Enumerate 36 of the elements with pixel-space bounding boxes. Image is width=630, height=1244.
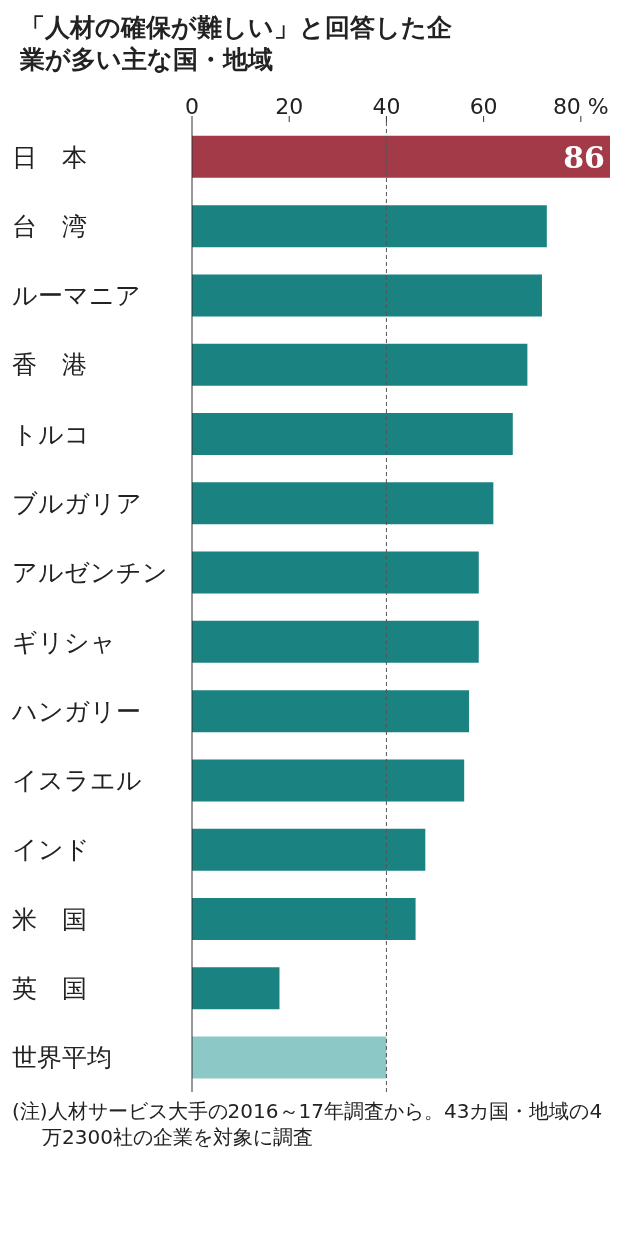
bar <box>192 343 528 386</box>
bar <box>192 967 280 1010</box>
text: (注)人材サービス大手の2016～17年調査から。43カ国・地域の4万2300社の企業を対象に調査 <box>11 1098 604 1150</box>
y-tick-label: 台 湾 <box>12 211 87 241</box>
bar <box>192 551 479 594</box>
y-tick-label: 英 国 <box>12 973 87 1003</box>
x-tick-label: 20 <box>275 94 304 119</box>
chart-title: 「人材の確保が難しい」と回答した企業が多い主な国・地域 <box>19 12 453 76</box>
x-tick-label: 0 <box>185 94 199 119</box>
bar <box>192 482 494 525</box>
y-tick-label: インド <box>12 835 90 865</box>
bar <box>192 274 542 317</box>
y-tick-label: 香 港 <box>12 350 87 380</box>
bar <box>192 620 479 663</box>
y-tick-label: 米 国 <box>12 904 87 934</box>
data-label: 86 <box>563 139 605 175</box>
y-tick-label: トルコ <box>12 419 90 449</box>
y-tick-label: イスラエル <box>12 766 142 796</box>
y-tick-label: ルーマニア <box>12 281 141 311</box>
y-tick-label: ハンガリー <box>11 696 141 726</box>
x-tick-label: 80 % <box>552 94 609 119</box>
bar <box>192 690 470 733</box>
y-tick-label: 世界平均 <box>12 1043 112 1073</box>
x-tick-label: 40 <box>372 94 401 119</box>
y-tick-label: アルゼンチン <box>12 558 168 588</box>
bar <box>192 205 547 248</box>
y-tick-label: ギリシャ <box>12 627 116 657</box>
y-tick-label: ブルガリア <box>12 488 142 518</box>
bar <box>192 1036 387 1079</box>
bar <box>192 413 513 455</box>
bar <box>192 828 426 871</box>
bar <box>192 135 610 178</box>
bar <box>192 898 416 940</box>
bar <box>192 759 465 802</box>
x-tick-label: 60 <box>469 94 498 119</box>
y-tick-label: 日 本 <box>12 142 87 172</box>
